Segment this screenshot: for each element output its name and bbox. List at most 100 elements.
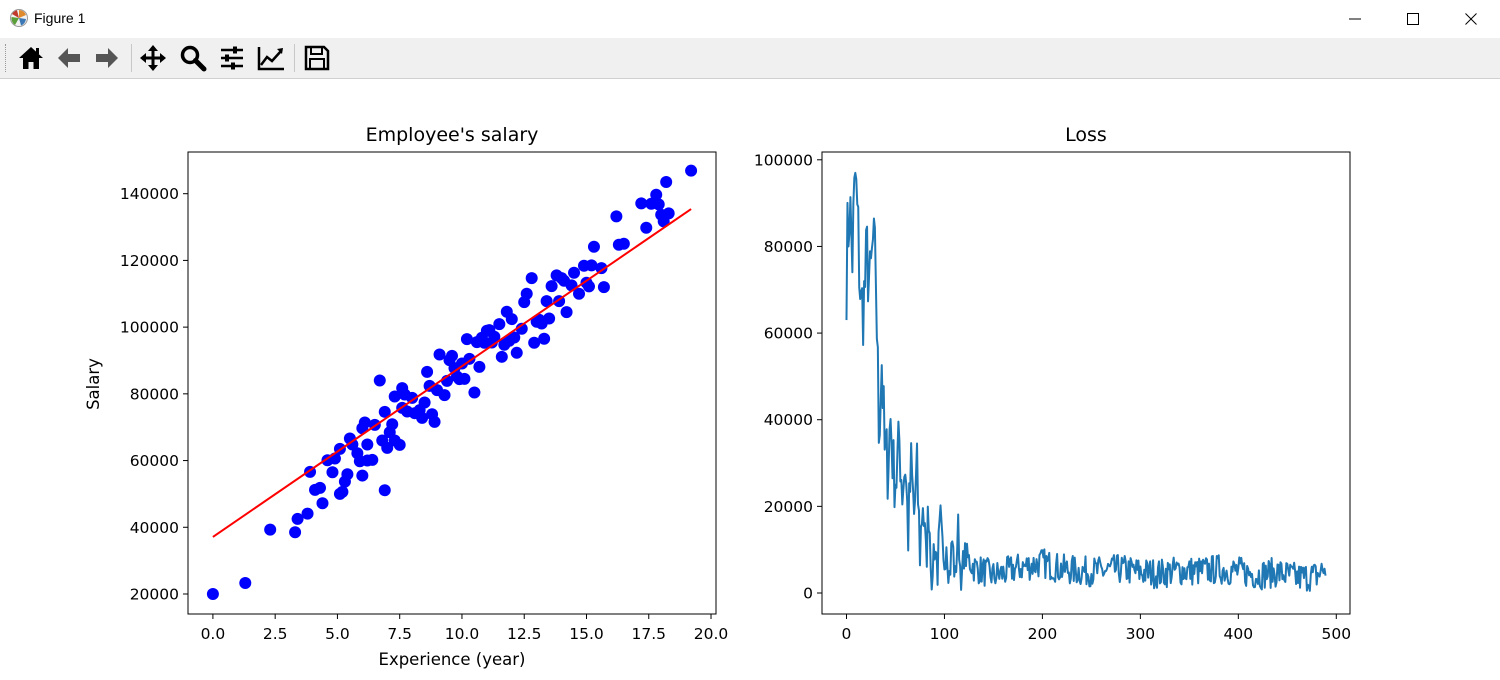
home-button[interactable] <box>15 42 47 74</box>
scatter-point <box>416 411 429 424</box>
subplots-config-button[interactable] <box>216 42 248 74</box>
edit-axis-icon <box>257 47 284 71</box>
toolbar-grip <box>5 44 8 72</box>
scatter-point <box>264 523 277 536</box>
scatter-point <box>515 322 528 335</box>
scatter-point <box>326 466 339 479</box>
salary-y-tick-label: 20000 <box>130 585 179 603</box>
salary-x-tick-label: 17.5 <box>631 625 666 643</box>
salary-x-tick-label: 0.0 <box>201 625 226 643</box>
figure-canvas[interactable]: Employee's salary Experience (year) Sala… <box>0 79 1500 679</box>
scatter-point <box>640 221 653 234</box>
scatter-point <box>662 207 675 220</box>
scatter-point <box>460 333 473 346</box>
home-icon <box>19 47 43 69</box>
salary-x-tick-label: 7.5 <box>387 625 412 643</box>
title-bar: Figure 1 <box>0 0 1500 38</box>
scatter-point <box>635 197 648 210</box>
scatter-point <box>660 176 673 189</box>
scatter-point <box>573 287 586 300</box>
loss-x-tick-label: 500 <box>1321 625 1351 643</box>
scatter-point <box>610 210 623 223</box>
loss-x-tick-label: 300 <box>1126 625 1156 643</box>
scatter-point <box>206 587 219 600</box>
scatter-point <box>406 391 419 404</box>
scatter-point <box>314 481 326 494</box>
toolbar-separator <box>131 44 132 72</box>
scatter-point <box>378 405 391 418</box>
scatter-point <box>488 330 501 343</box>
scatter-point <box>433 348 446 361</box>
loss-y-tick-label: 60000 <box>764 325 813 343</box>
salary-axes: Employee's salary Experience (year) Sala… <box>84 124 728 669</box>
scatter-point <box>381 441 394 454</box>
scatter-point <box>685 164 698 177</box>
scatter-point <box>239 576 252 589</box>
scatter-point <box>545 280 558 293</box>
salary-y-axis-label: Salary <box>84 358 103 410</box>
scatter-point <box>346 438 359 451</box>
scatter-point <box>388 390 401 403</box>
scatter-point <box>528 336 541 349</box>
scatter-point <box>505 313 518 326</box>
scatter-point <box>493 318 506 331</box>
back-arrow-icon <box>58 48 80 68</box>
maximize-icon <box>1407 13 1419 25</box>
loss-axes: Loss 0 100 200 300 400 500 0 20000 40000 60000 800… <box>754 124 1351 643</box>
scatter-point <box>508 331 521 344</box>
loss-x-tick-label: 400 <box>1224 625 1254 643</box>
salary-x-tick-label: 5.0 <box>325 625 350 643</box>
window-title: Figure 1 <box>34 10 86 26</box>
salary-y-tick-label: 40000 <box>130 519 179 537</box>
scatter-point <box>358 416 371 429</box>
scatter-point <box>617 237 630 250</box>
forward-button[interactable] <box>91 42 123 74</box>
matplotlib-icon <box>10 9 28 27</box>
loss-chart-title: Loss <box>1065 124 1107 146</box>
scatter-point <box>652 198 665 211</box>
minimize-button[interactable] <box>1326 0 1384 38</box>
loss-y-tick-label: 100000 <box>754 151 813 169</box>
save-icon <box>304 45 330 71</box>
scatter-point <box>361 438 374 451</box>
loss-x-tick-label: 200 <box>1028 625 1058 643</box>
scatter-point <box>540 295 553 308</box>
toolbar <box>0 38 1500 79</box>
scatter-point <box>316 497 329 510</box>
scatter-point <box>386 418 399 431</box>
salary-y-tick-label: 100000 <box>120 319 179 337</box>
scatter-point <box>520 287 533 300</box>
edit-axis-button[interactable] <box>254 42 286 74</box>
subplots-config-icon <box>221 46 243 70</box>
loss-y-tick-label: 20000 <box>764 498 813 516</box>
save-button[interactable] <box>301 42 333 74</box>
loss-y-tick-label: 0 <box>803 584 813 602</box>
close-button[interactable] <box>1442 0 1500 38</box>
salary-y-tick-label: 120000 <box>120 252 179 270</box>
loss-line <box>845 171 1327 592</box>
pan-icon <box>140 45 166 71</box>
scatter-point <box>356 469 369 482</box>
back-button[interactable] <box>53 42 85 74</box>
scatter-point <box>560 306 573 319</box>
scatter-point <box>291 512 304 525</box>
scatter-point <box>543 312 556 325</box>
toolbar-separator <box>294 44 295 72</box>
scatter-point <box>289 526 302 539</box>
scatter-point <box>595 262 608 275</box>
scatter-point <box>582 280 595 293</box>
scatter-point <box>373 374 386 387</box>
forward-arrow-icon <box>96 48 118 68</box>
scatter-point <box>446 349 458 362</box>
pan-button[interactable] <box>137 42 169 74</box>
zoom-button[interactable] <box>177 42 209 74</box>
maximize-button[interactable] <box>1384 0 1442 38</box>
scatter-point <box>336 485 349 498</box>
scatter-point <box>458 372 471 385</box>
scatter-point <box>597 281 610 294</box>
salary-x-tick-label: 12.5 <box>507 625 542 643</box>
salary-x-axis-label: Experience (year) <box>379 650 526 669</box>
salary-plot-frame <box>187 151 717 615</box>
regression-line <box>212 208 692 538</box>
scatter-point <box>568 266 581 279</box>
